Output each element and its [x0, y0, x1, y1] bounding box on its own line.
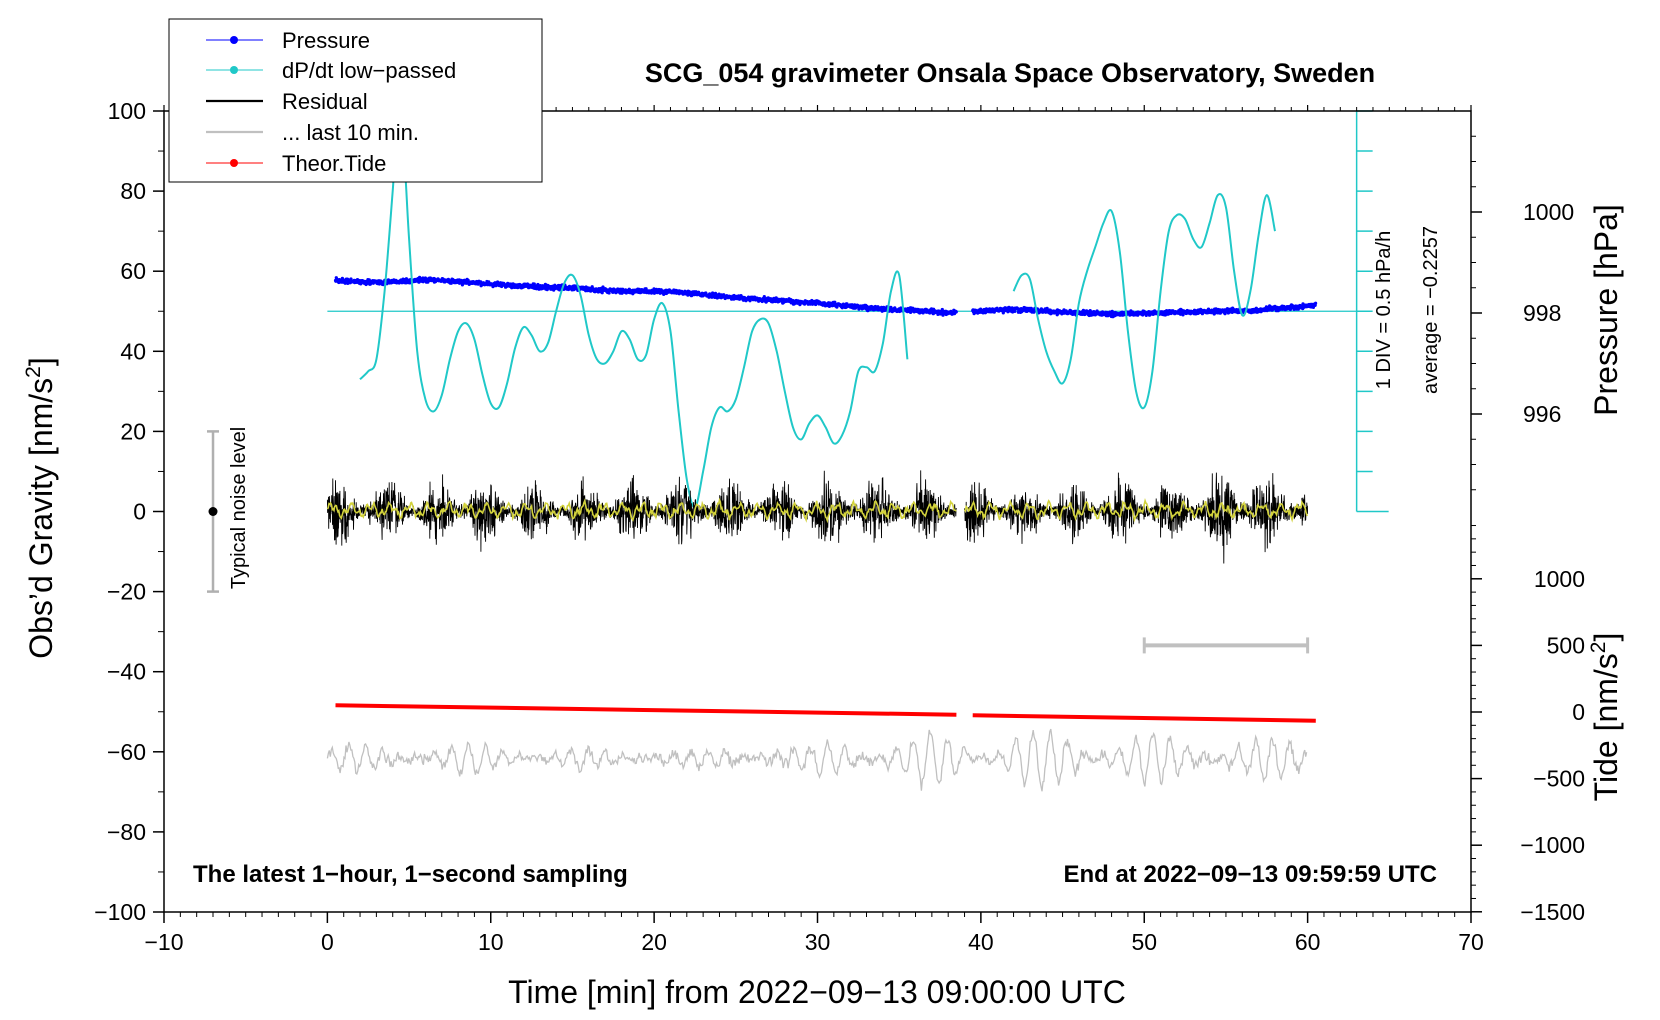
- x-tick-label: 50: [1131, 929, 1157, 955]
- pressure-tick-label: 996: [1523, 401, 1561, 427]
- x-tick-label: 0: [321, 929, 334, 955]
- legend-swatch-marker: [230, 159, 238, 167]
- y-axis-title-left-end: ]: [23, 357, 59, 366]
- y-tick-label: −60: [107, 739, 146, 765]
- tide-tick-label: 0: [1572, 699, 1585, 725]
- legend-label-last-10-min: ... last 10 min.: [282, 120, 419, 145]
- pressure-tick-label: 1000: [1523, 199, 1574, 225]
- pressure-point: [644, 287, 648, 291]
- legend-label-pressure: Pressure: [282, 28, 370, 53]
- legend-swatch-marker: [230, 36, 238, 44]
- dpdt-line: [359, 121, 909, 509]
- x-tick-label: 30: [805, 929, 831, 955]
- legend-label-residual: Residual: [282, 89, 368, 114]
- y-tick-label: 60: [120, 258, 146, 284]
- y-tick-label: 20: [120, 418, 146, 444]
- pressure-point: [954, 310, 958, 314]
- y-axis-title-left: Obs’d Gravity [nm/s2]: [22, 357, 59, 659]
- last-10-min-line: [326, 728, 1308, 792]
- tide-axis-title: Tide [nm/s2]: [1587, 633, 1624, 802]
- legend-label-theor-tide: Theor.Tide: [282, 151, 386, 176]
- y-tick-label: 80: [120, 178, 146, 204]
- tide-axis-title-main: Tide [nm/s: [1588, 653, 1624, 801]
- tide-tick-label: −1500: [1520, 899, 1585, 925]
- legend-label-dpdt: dP/dt low−passed: [282, 58, 456, 83]
- pressure-point: [1013, 309, 1017, 313]
- tide-tick-label: 500: [1547, 632, 1585, 658]
- y-tick-label: −40: [107, 659, 146, 685]
- y-axis-title-left-main: Obs’d Gravity [nm/s: [23, 378, 59, 659]
- x-tick-label: 20: [641, 929, 667, 955]
- x-tick-label: 70: [1458, 929, 1484, 955]
- div-label: 1 DIV = 0.5 hPa/h: [1373, 231, 1395, 389]
- tide-axis-title-sup: 2: [1587, 642, 1610, 654]
- tide-tick-label: 1000: [1534, 566, 1585, 592]
- tide-tick-label: −500: [1533, 766, 1585, 792]
- series-layer: [207, 110, 1389, 792]
- y-tick-label: 40: [120, 338, 146, 364]
- pressure-tick-label: 998: [1523, 300, 1561, 326]
- theor-tide-line: [972, 713, 1316, 723]
- y-tick-label: −20: [107, 579, 146, 605]
- x-tick-label: −10: [144, 929, 183, 955]
- x-tick-label: 60: [1295, 929, 1321, 955]
- pressure-series: [333, 275, 1318, 319]
- average-label: average = −0.2257: [1420, 226, 1442, 394]
- noise-label: Typical noise level: [228, 427, 250, 589]
- tide-tick-label: −1000: [1520, 832, 1585, 858]
- legend: Pressure dP/dt low−passed Residual ... l…: [168, 18, 543, 183]
- y-axis-title-left-sup: 2: [22, 366, 45, 378]
- end-time-note: End at 2022−09−13 09:59:59 UTC: [1063, 861, 1437, 888]
- axes-layer: −10 0 10 20 30 40 50 60 70−100−80−60−40−20020406…: [94, 98, 1585, 955]
- y-tick-label: 0: [133, 499, 146, 525]
- legend-swatch-marker: [230, 66, 238, 74]
- dpdt-line: [1012, 193, 1276, 410]
- y-tick-label: −80: [107, 819, 146, 845]
- theor-tide-line: [335, 703, 957, 717]
- x-tick-label: 10: [478, 929, 504, 955]
- x-tick-label: 40: [968, 929, 994, 955]
- x-axis-title: Time [min] from 2022−09−13 09:00:00 UTC: [508, 974, 1126, 1010]
- residual-smoothed-line: [326, 497, 957, 524]
- pressure-point: [1314, 301, 1318, 305]
- tide-axis-title-end: ]: [1588, 633, 1624, 642]
- noise-level-dot: [208, 507, 218, 516]
- y-tick-label: −100: [94, 899, 146, 925]
- residual-smoothed-line: [963, 497, 1309, 523]
- sampling-note: The latest 1−hour, 1−second sampling: [193, 861, 628, 888]
- y-tick-label: 100: [108, 98, 146, 124]
- pressure-axis-title: Pressure [hPa]: [1588, 204, 1624, 416]
- chart-title: SCG_054 gravimeter Onsala Space Observat…: [645, 58, 1375, 88]
